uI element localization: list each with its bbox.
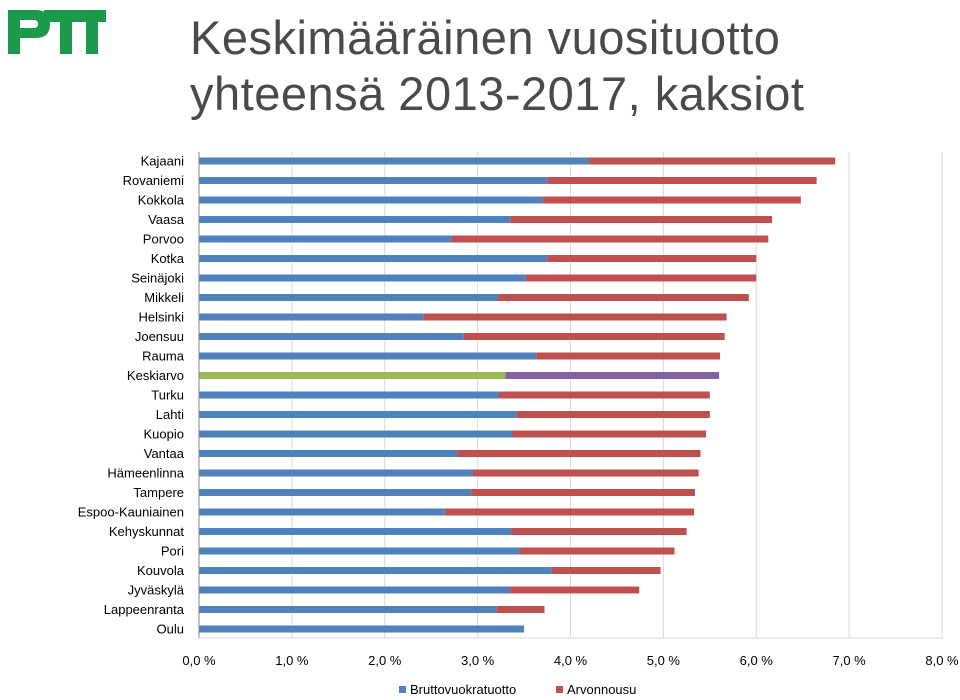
legend-label: Bruttovuokratuotto: [410, 682, 516, 697]
legend-swatch: [556, 686, 563, 693]
category-label: Kouvola: [137, 563, 185, 578]
bar-arvonnousu: [536, 352, 721, 360]
bar-bruttovuokratuotto: [199, 177, 548, 184]
category-label: Pori: [161, 544, 184, 559]
bar-bruttovuokratuotto: [199, 372, 506, 379]
bar-arvonnousu: [516, 411, 710, 418]
legend-label: Arvonnousu: [567, 682, 636, 697]
category-label: Oulu: [157, 622, 184, 637]
x-tick-label: 0,0 %: [182, 653, 216, 668]
y-axis-line: [198, 152, 942, 639]
bar-arvonnousu: [551, 567, 661, 574]
bar-bruttovuokratuotto: [199, 411, 517, 418]
category-label: Rovaniemi: [123, 173, 185, 188]
category-label: Tampere: [133, 485, 184, 500]
bar-bruttovuokratuotto: [199, 508, 446, 516]
bar-bruttovuokratuotto: [199, 430, 512, 438]
category-label: Espoo-Kauniainen: [78, 505, 184, 520]
bar-arvonnousu: [423, 313, 727, 321]
x-tick-label: 7,0 %: [833, 653, 867, 668]
bar-arvonnousu: [547, 255, 757, 262]
bar-arvonnousu: [498, 391, 710, 399]
bar-bruttovuokratuotto: [199, 606, 497, 613]
category-label: Turku: [151, 388, 184, 403]
x-tick-label: 3,0 %: [461, 653, 495, 668]
bar-bruttovuokratuotto: [199, 391, 499, 399]
bar-arvonnousu: [463, 333, 725, 340]
category-label: Vantaa: [144, 446, 185, 461]
category-label: Seinäjoki: [131, 271, 184, 286]
category-label: Kehyskunnat: [109, 524, 185, 539]
category-label: Kajaani: [141, 154, 184, 169]
chart-title: Keskimääräinen vuosituotto yhteensä 2013…: [190, 10, 950, 122]
bar-arvonnousu: [511, 528, 687, 535]
bar-bruttovuokratuotto: [199, 625, 525, 633]
x-tick-label: 6,0 %: [740, 653, 774, 668]
bar-arvonnousu: [547, 177, 817, 184]
x-tick-label: 8,0 %: [925, 653, 959, 668]
bar-bruttovuokratuotto: [199, 352, 537, 360]
legend-swatch: [399, 686, 406, 693]
bar-bruttovuokratuotto: [199, 469, 473, 477]
x-tick-label: 4,0 %: [554, 653, 588, 668]
bar-arvonnousu: [589, 157, 836, 165]
bar-bruttovuokratuotto: [199, 313, 424, 321]
bar-bruttovuokratuotto: [199, 547, 520, 555]
category-label: Joensuu: [135, 329, 184, 344]
bar-arvonnousu: [457, 450, 701, 457]
bar-bruttovuokratuotto: [199, 489, 472, 496]
x-tick-label: 5,0 %: [647, 653, 681, 668]
category-label: Hämeenlinna: [107, 466, 184, 481]
bar-arvonnousu: [451, 235, 769, 243]
category-label: Kuopio: [144, 427, 184, 442]
category-label: Kokkola: [138, 193, 185, 208]
bar-bruttovuokratuotto: [199, 196, 543, 204]
bar-bruttovuokratuotto: [199, 235, 452, 243]
bar-arvonnousu: [510, 216, 773, 223]
ptt-logo: [8, 10, 106, 54]
category-labels: Kajaani Rovaniemi Kokkola Vaasa Porvoo Kotka S…: [78, 154, 185, 637]
bar-bruttovuokratuotto: [199, 528, 512, 535]
category-label: Vaasa: [148, 212, 185, 227]
bar-bruttovuokratuotto: [199, 586, 511, 594]
category-label: Lappeenranta: [104, 602, 185, 617]
x-tick-label: 1,0 %: [275, 653, 309, 668]
category-label: Helsinki: [138, 310, 184, 325]
category-label: Porvoo: [143, 232, 184, 247]
chart-title-line-2: yhteensä 2013-2017, kaksiot: [190, 67, 805, 120]
bar-arvonnousu: [496, 606, 545, 613]
bar-arvonnousu: [505, 372, 720, 379]
bar-bruttovuokratuotto: [199, 255, 548, 262]
bar-bruttovuokratuotto: [199, 216, 511, 223]
category-label: Keskiarvo: [127, 368, 184, 383]
category-label: Lahti: [156, 407, 184, 422]
category-label: Rauma: [142, 349, 185, 364]
bar-arvonnousu: [471, 489, 695, 496]
bar-arvonnousu: [498, 294, 749, 301]
bar-arvonnousu: [510, 586, 640, 594]
bar-bruttovuokratuotto: [199, 450, 458, 457]
bar-bruttovuokratuotto: [199, 567, 552, 574]
legend: Bruttovuokratuotto Arvonnousu: [399, 682, 636, 697]
bar-bruttovuokratuotto: [199, 157, 590, 165]
chart-title-line-1: Keskimääräinen vuosituotto: [190, 11, 781, 64]
category-label: Mikkeli: [144, 290, 184, 305]
bar-arvonnousu: [525, 274, 757, 282]
bars: [199, 157, 836, 633]
category-label: Jyväskylä: [128, 583, 185, 598]
bar-arvonnousu: [542, 196, 801, 204]
bar-bruttovuokratuotto: [199, 274, 526, 282]
bar-arvonnousu: [511, 430, 707, 438]
bar-arvonnousu: [472, 469, 699, 477]
x-tick-labels: 0,0 % 1,0 % 2,0 % 3,0 % 4,0 % 5,0 % 6,0 % 7,0 %…: [182, 653, 959, 668]
bar-arvonnousu: [445, 508, 695, 516]
category-label: Kotka: [151, 251, 185, 266]
bar-bruttovuokratuotto: [199, 333, 464, 340]
x-tick-label: 2,0 %: [368, 653, 402, 668]
bar-bruttovuokratuotto: [199, 294, 499, 301]
bar-arvonnousu: [519, 547, 675, 555]
